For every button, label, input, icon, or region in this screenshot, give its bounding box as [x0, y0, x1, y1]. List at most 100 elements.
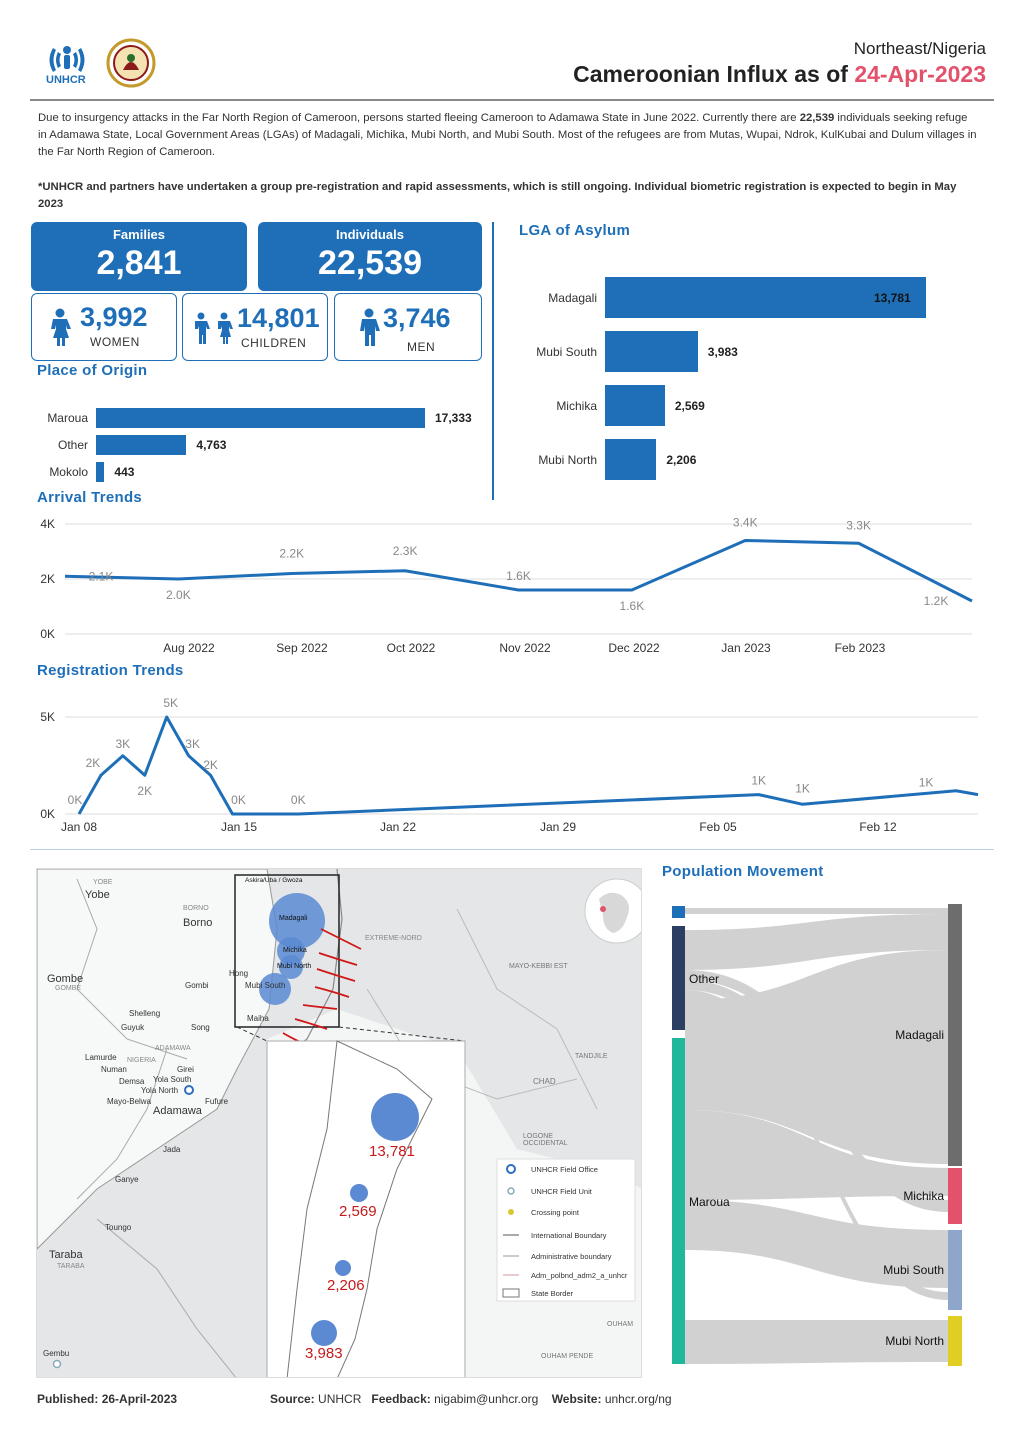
header-divider	[30, 99, 994, 101]
x-tick-label: Jan 15	[221, 820, 257, 834]
intro-number: 22,539	[799, 112, 835, 124]
logo-text: UNHCR	[46, 74, 86, 86]
men-value: 3,746	[383, 303, 451, 333]
data-label: 2.1K	[89, 569, 114, 583]
data-label: 2K	[137, 784, 152, 798]
map-label: Yola South	[153, 1075, 192, 1084]
title-prefix: Cameroonian Influx as of	[573, 61, 848, 87]
map-label: YOBE	[93, 879, 113, 886]
data-label: 1.6K	[506, 569, 531, 583]
map-label: EXTREME-NORD	[365, 935, 422, 942]
map-label: TARABA	[57, 1263, 85, 1270]
bar-category-label: Mubi South	[536, 344, 597, 359]
sankey-label-michika: Michika	[903, 1189, 944, 1203]
x-tick-label: Jan 22	[380, 820, 416, 834]
bar	[605, 385, 665, 426]
legend-item: Crossing point	[531, 1208, 579, 1217]
registration-note: *UNHCR and partners have undertaken a gr…	[38, 181, 957, 210]
feedback-email[interactable]: nigabim@unhcr.org	[434, 1392, 539, 1406]
map-label: Gembu	[43, 1349, 70, 1358]
map-label: OUHAM PENDE	[541, 1353, 594, 1360]
families-value: 2,841	[96, 244, 182, 282]
page-title: Cameroonian Influx as of 24-Apr-2023	[573, 61, 986, 88]
y-tick-label: 0K	[40, 807, 55, 821]
map-label: Demsa	[119, 1077, 145, 1086]
data-label: 2.3K	[393, 544, 418, 558]
bar-category-label: Mubi North	[538, 452, 597, 467]
map-label: MAYO-KEBBI EST	[509, 963, 568, 970]
x-tick-label: Jan 2023	[721, 641, 771, 655]
map-label: Lamurde	[85, 1053, 117, 1062]
map-label: Girei	[177, 1065, 194, 1074]
bar-value-label: 2,569	[674, 398, 705, 413]
bar-category-label: Other	[57, 438, 88, 452]
map-label: NIGERIA	[127, 1057, 156, 1064]
data-label: 3.4K	[733, 516, 758, 530]
map-label: Borno	[183, 917, 213, 929]
x-tick-label: Nov 2022	[499, 641, 551, 655]
data-label: 2.2K	[279, 547, 304, 561]
unhcr-logo: UNHCR	[44, 40, 90, 90]
data-label: 5K	[163, 698, 178, 710]
legend-item: UNHCR Field Unit	[531, 1187, 592, 1196]
man-icon	[360, 308, 380, 346]
bar-value-label: 13,781	[874, 290, 911, 305]
column-divider	[492, 222, 494, 500]
movement-section-title: Population Movement	[662, 863, 824, 880]
map-label: LOGONE OCCIDENTAL	[523, 1133, 568, 1147]
sankey-node-mubi-south	[948, 1230, 962, 1310]
men-card: 3,746 MEN	[334, 293, 482, 361]
data-label: 1.2K	[924, 594, 949, 608]
bar-value-label: 443	[114, 465, 135, 479]
sankey-node-other	[672, 926, 685, 1030]
map-label: Yobe	[85, 889, 110, 901]
sankey-label-mubi-north: Mubi North	[885, 1334, 944, 1348]
website-link[interactable]: unhcr.org/ng	[604, 1392, 672, 1406]
footer-meta: Source: UNHCR Feedback: nigabim@unhcr.or…	[270, 1392, 672, 1406]
sankey-node-madagali	[948, 904, 962, 1166]
source-value: UNHCR	[318, 1392, 362, 1406]
map-label: Mubi North	[277, 963, 312, 970]
data-label: 3.3K	[846, 518, 871, 532]
sankey-label-other: Other	[689, 972, 720, 986]
sankey-node-michika	[948, 1168, 962, 1224]
sankey-label-maroua: Maroua	[689, 1195, 730, 1209]
families-label: Families	[112, 227, 166, 242]
header-region: Northeast/Nigeria	[853, 39, 986, 58]
x-tick-label: Aug 2022	[163, 641, 215, 655]
bar	[605, 277, 926, 318]
map-label: OUHAM	[607, 1321, 634, 1328]
sankey-node-mokolo	[672, 906, 685, 918]
map-label: Taraba	[49, 1249, 83, 1261]
legend-item: Administrative boundary	[531, 1252, 612, 1261]
map-label: TANDJILE	[575, 1053, 608, 1060]
origin-section-title: Place of Origin	[37, 362, 148, 379]
title-date: 24-Apr-2023	[854, 61, 986, 87]
women-card: 3,992 WOMEN	[31, 293, 177, 361]
seal-icon	[106, 38, 156, 88]
map-label: Yola North	[141, 1086, 179, 1095]
map-label: Adamawa	[153, 1105, 202, 1117]
x-tick-label: Oct 2022	[387, 641, 436, 655]
children-card: 14,801 CHILDREN	[182, 293, 328, 361]
map-label: Gombi	[185, 981, 209, 990]
published-date: 26-April-2023	[101, 1392, 178, 1406]
x-tick-label: Sep 2022	[276, 641, 328, 655]
map-label: ADAMAWA	[155, 1045, 191, 1052]
individuals-value: 22,539	[318, 244, 422, 282]
inset-value: 3,983	[305, 1345, 343, 1362]
map-svg	[37, 869, 641, 1377]
bar	[96, 462, 105, 482]
bar-value-label: 3,983	[707, 344, 738, 359]
footer: Published: 26-April-2023	[37, 1392, 178, 1406]
sankey-node-maroua	[672, 1038, 685, 1364]
bar-category-label: Madagali	[548, 290, 597, 305]
x-tick-label: Jan 08	[61, 820, 97, 834]
series-line	[64, 539, 973, 603]
lga-section-title: LGA of Asylum	[519, 222, 631, 239]
y-tick-label: 4K	[40, 517, 55, 531]
arrival-section-title: Arrival Trends	[37, 489, 143, 506]
inset-value: 2,569	[339, 1203, 377, 1220]
registration-section-title: Registration Trends	[37, 662, 184, 679]
